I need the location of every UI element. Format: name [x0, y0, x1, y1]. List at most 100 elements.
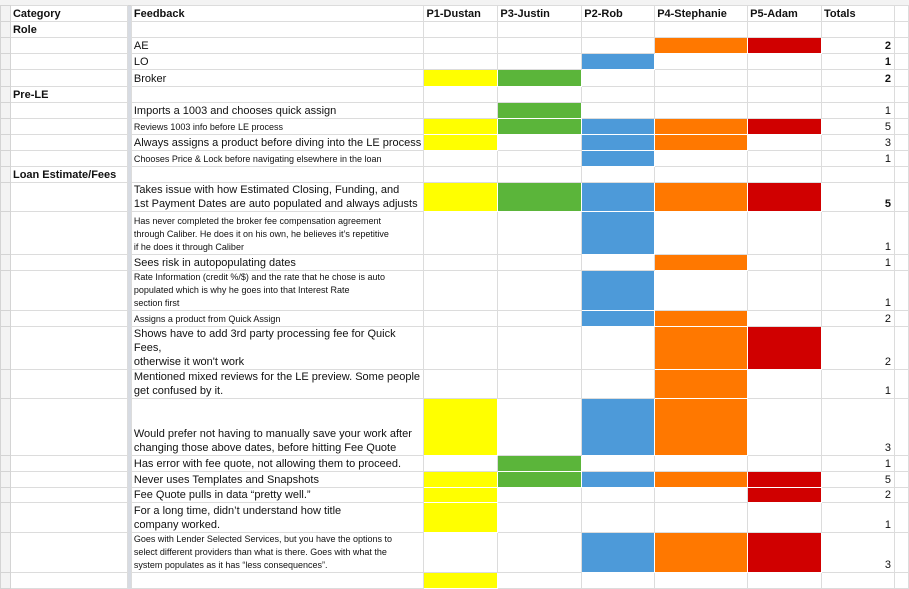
participant-mark-cell[interactable] — [497, 572, 583, 589]
participant-mark-cell[interactable] — [497, 118, 582, 135]
participant-mark-cell[interactable] — [747, 310, 823, 327]
participant-mark-cell[interactable] — [423, 182, 498, 212]
frozen-divider[interactable] — [127, 455, 132, 472]
participant-mark-cell[interactable] — [581, 166, 656, 183]
participant-mark-cell[interactable] — [747, 37, 822, 54]
category-cell[interactable] — [9, 102, 128, 119]
participant-mark-cell[interactable] — [497, 502, 583, 533]
row-header[interactable] — [0, 166, 11, 183]
empty-cell[interactable] — [893, 254, 909, 271]
participant-mark-cell[interactable] — [654, 270, 749, 311]
participant-mark-cell[interactable] — [747, 150, 823, 167]
category-cell[interactable] — [9, 69, 128, 87]
participant-mark-cell[interactable] — [654, 150, 749, 167]
participant-mark-cell[interactable] — [423, 211, 499, 255]
header-participant-2[interactable]: P3-Justin — [497, 5, 583, 22]
frozen-divider[interactable] — [127, 102, 132, 119]
participant-mark-cell[interactable] — [581, 487, 656, 503]
empty-cell[interactable] — [893, 398, 909, 456]
category-cell[interactable] — [9, 326, 128, 370]
category-cell[interactable] — [9, 134, 128, 151]
participant-mark-cell[interactable] — [423, 150, 499, 167]
category-cell[interactable] — [9, 532, 128, 573]
participant-mark-cell[interactable] — [423, 572, 498, 589]
category-cell[interactable]: Role — [9, 21, 128, 38]
feedback-cell[interactable]: Fee Quote pulls in data “pretty well.” — [130, 487, 425, 503]
empty-cell[interactable] — [893, 310, 909, 327]
participant-mark-cell[interactable] — [654, 166, 749, 183]
participant-mark-cell[interactable] — [747, 369, 823, 399]
participant-mark-cell[interactable] — [747, 326, 822, 370]
participant-mark-cell[interactable] — [497, 86, 583, 103]
total-cell[interactable]: 5 — [821, 471, 895, 488]
participant-mark-cell[interactable] — [497, 53, 583, 70]
header-feedback[interactable]: Feedback — [130, 5, 425, 22]
row-header[interactable] — [0, 398, 11, 456]
total-cell[interactable]: 2 — [821, 37, 895, 54]
participant-mark-cell[interactable] — [581, 270, 655, 311]
row-header[interactable] — [0, 326, 11, 370]
participant-mark-cell[interactable] — [497, 166, 583, 183]
row-header[interactable] — [0, 134, 11, 151]
header-totals[interactable]: Totals — [821, 5, 895, 22]
participant-mark-cell[interactable] — [423, 118, 498, 135]
row-header[interactable] — [0, 150, 11, 167]
frozen-divider[interactable] — [127, 69, 132, 87]
row-header[interactable] — [0, 53, 11, 70]
feedback-cell[interactable]: Has never completed the broker fee compe… — [130, 211, 425, 255]
row-header[interactable] — [0, 572, 11, 589]
feedback-cell[interactable]: Takes issue with how Estimated Closing, … — [130, 182, 425, 212]
feedback-cell[interactable]: Rate Information (credit %/$) and the ra… — [130, 270, 425, 311]
category-cell[interactable] — [9, 118, 128, 135]
participant-mark-cell[interactable] — [423, 21, 499, 38]
participant-mark-cell[interactable] — [581, 455, 656, 472]
participant-mark-cell[interactable] — [747, 69, 823, 87]
participant-mark-cell[interactable] — [747, 502, 823, 533]
total-cell[interactable] — [821, 572, 895, 589]
frozen-divider[interactable] — [127, 86, 132, 103]
empty-cell[interactable] — [893, 86, 909, 103]
row-header[interactable] — [0, 532, 11, 573]
participant-mark-cell[interactable] — [747, 211, 823, 255]
participant-mark-cell[interactable] — [654, 572, 749, 589]
participant-mark-cell[interactable] — [581, 254, 656, 271]
participant-mark-cell[interactable] — [654, 254, 748, 271]
participant-mark-cell[interactable] — [747, 270, 823, 311]
participant-mark-cell[interactable] — [654, 326, 748, 370]
feedback-cell[interactable]: For a long time, didn’t understand how t… — [130, 502, 425, 533]
row-header[interactable] — [0, 455, 11, 472]
frozen-divider[interactable] — [127, 53, 132, 70]
total-cell[interactable]: 1 — [821, 270, 895, 311]
category-cell[interactable] — [9, 398, 128, 456]
participant-mark-cell[interactable] — [747, 455, 823, 472]
participant-mark-cell[interactable] — [581, 21, 656, 38]
category-cell[interactable] — [9, 211, 128, 255]
participant-mark-cell[interactable] — [497, 270, 583, 311]
feedback-cell[interactable]: Has error with fee quote, not allowing t… — [130, 455, 425, 472]
frozen-divider[interactable] — [127, 502, 132, 533]
participant-mark-cell[interactable] — [654, 134, 748, 151]
header-participant-4[interactable]: P4-Stephanie — [654, 5, 749, 22]
frozen-divider[interactable] — [127, 211, 132, 255]
participant-mark-cell[interactable] — [654, 69, 749, 87]
category-cell[interactable] — [9, 572, 128, 589]
participant-mark-cell[interactable] — [497, 310, 583, 327]
empty-cell[interactable] — [893, 270, 909, 311]
category-cell[interactable] — [9, 310, 128, 327]
participant-mark-cell[interactable] — [423, 532, 499, 573]
participant-mark-cell[interactable] — [747, 21, 823, 38]
total-cell[interactable]: 1 — [821, 254, 895, 271]
header-participant-3[interactable]: P2-Rob — [581, 5, 656, 22]
row-header[interactable] — [0, 21, 11, 38]
empty-cell[interactable] — [893, 166, 909, 183]
participant-mark-cell[interactable] — [497, 326, 583, 370]
row-header[interactable] — [0, 5, 11, 22]
frozen-divider[interactable] — [127, 118, 132, 135]
frozen-divider[interactable] — [127, 270, 132, 311]
participant-mark-cell[interactable] — [581, 532, 655, 573]
total-cell[interactable]: 2 — [821, 310, 895, 327]
participant-mark-cell[interactable] — [747, 572, 823, 589]
participant-mark-cell[interactable] — [581, 211, 655, 255]
participant-mark-cell[interactable] — [423, 326, 499, 370]
participant-mark-cell[interactable] — [581, 102, 656, 119]
